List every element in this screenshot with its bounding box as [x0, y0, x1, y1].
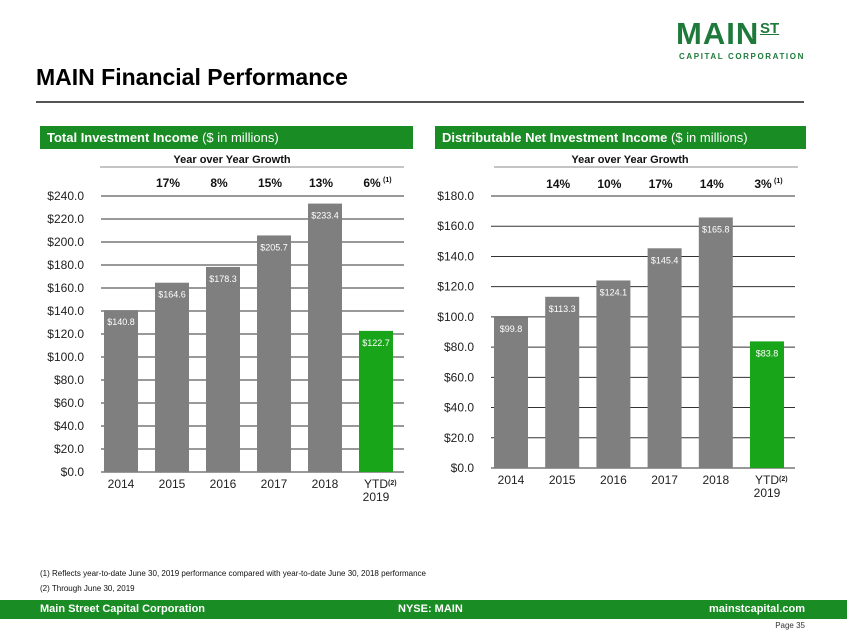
dnii-ytick-label: $140.0	[437, 249, 474, 263]
dnii-ytick-label: $40.0	[444, 401, 474, 415]
dnii-ytick-label: $0.0	[451, 461, 475, 475]
tii-data-label: $122.7	[362, 338, 390, 348]
tii-ytick-label: $140.0	[47, 304, 84, 318]
dnii-bar	[698, 217, 733, 468]
tii-xtick-label: 2018	[312, 477, 339, 491]
tii-yoy-title: Year over Year Growth	[173, 154, 290, 166]
dnii-growth-label: 17%	[649, 177, 673, 191]
dnii-yoy-title: Year over Year Growth	[571, 154, 688, 166]
page-number: Page 35	[775, 621, 805, 630]
tii-growth-footnote: (1)	[383, 177, 392, 184]
dnii-bar	[494, 317, 528, 468]
tii-data-label: $140.8	[107, 317, 135, 327]
dnii-xtick-footnote: (2)	[779, 476, 788, 483]
dnii-xtick-label: 2019	[754, 486, 781, 500]
right-panel-title-bold: Distributable Net Investment Income	[442, 130, 668, 145]
tii-ytick-label: $180.0	[47, 258, 84, 272]
tii-ytick-label: $100.0	[47, 350, 84, 364]
tii-bar	[104, 310, 138, 472]
right-panel-banner: Distributable Net Investment Income ($ i…	[435, 126, 806, 149]
dnii-ytick-label: $20.0	[444, 431, 474, 445]
dnii-data-label: $113.3	[549, 304, 576, 314]
tii-growth-label: 13%	[309, 176, 333, 190]
dnii-growth-label: 10%	[597, 177, 621, 191]
dnii-ytick-label: $160.0	[437, 219, 474, 233]
dnii-data-label: $124.1	[600, 287, 628, 297]
page-title: MAIN Financial Performance	[36, 64, 348, 90]
tii-xtick-footnote: (2)	[388, 480, 397, 487]
tii-bar	[206, 266, 240, 472]
charts-canvas: Year over Year Growth $0.0 $20.0 $40.0 $60.0…	[47, 154, 798, 504]
dnii-growth-label: 14%	[546, 177, 570, 191]
tii-xtick-label: 2017	[261, 477, 288, 491]
dnii-ytick-label: $60.0	[444, 370, 474, 384]
dnii-bar	[750, 341, 784, 468]
tii-xtick-label: YTD	[364, 477, 388, 491]
tii-data-label: $178.3	[209, 274, 237, 284]
tii-ytick-label: $40.0	[54, 419, 84, 433]
tii-xtick-label: 2014	[108, 477, 135, 491]
left-panel-title-rest: ($ in millions)	[198, 130, 279, 145]
footer-company: Main Street Capital Corporation	[40, 603, 206, 615]
dnii-ytick-label: $80.0	[444, 340, 474, 354]
tii-bar	[308, 203, 342, 472]
tii-ytick-label: $200.0	[47, 235, 84, 249]
dnii-xtick-label: 2015	[549, 473, 576, 487]
dnii-xtick-label: 2017	[651, 473, 678, 487]
tii-growth-label: 8%	[210, 176, 228, 190]
dnii-data-label: $165.8	[702, 224, 730, 234]
footer-website[interactable]: mainstcapital.com	[709, 603, 805, 615]
left-panel-title-bold: Total Investment Income	[47, 130, 199, 145]
logo-subtitle: CAPITAL CORPORATION	[679, 52, 805, 61]
tii-ytick-label: $240.0	[47, 189, 84, 203]
right-panel-title-rest: ($ in millions)	[667, 130, 748, 145]
tii-ytick-label: $60.0	[54, 396, 84, 410]
logo-st: ST	[760, 20, 780, 37]
dnii-data-label: $99.8	[500, 324, 523, 334]
dnii-xtick-label: 2016	[600, 473, 627, 487]
tii-bar	[257, 235, 291, 472]
footer-bar	[0, 600, 847, 619]
dnii-data-label: $145.4	[651, 255, 679, 265]
logo-main: MAIN	[676, 16, 760, 51]
tii-ytick-label: $20.0	[54, 442, 84, 456]
tii-data-label: $233.4	[311, 211, 339, 221]
tii-ytick-label: $160.0	[47, 281, 84, 295]
tii-xtick-label: 2016	[210, 477, 237, 491]
dnii-bar	[647, 248, 682, 468]
dnii-xtick-label: YTD	[755, 473, 779, 487]
tii-bar	[155, 282, 189, 472]
dnii-growth-footnote: (1)	[774, 178, 783, 185]
tii-growth-label: 17%	[156, 176, 180, 190]
tii-data-label: $164.6	[158, 290, 186, 300]
dnii-ytick-label: $120.0	[437, 280, 474, 294]
dnii-growth-label: 3%	[754, 177, 772, 191]
dnii-bar	[545, 296, 580, 468]
tii-ytick-label: $120.0	[47, 327, 84, 341]
footnote-1: (1) Reflects year-to-date June 30, 2019 …	[40, 569, 426, 578]
tii-ytick-label: $80.0	[54, 373, 84, 387]
dnii-data-label: $83.8	[756, 348, 779, 358]
footnote-2: (2) Through June 30, 2019	[40, 584, 135, 593]
footer-ticker: NYSE: MAIN	[398, 603, 463, 615]
tii-xtick-label: 2015	[159, 477, 186, 491]
tii-growth-label: 15%	[258, 176, 282, 190]
tii-bar	[359, 330, 393, 472]
tii-data-label: $205.7	[260, 242, 288, 252]
dnii-growth-label: 14%	[700, 177, 724, 191]
title-divider	[36, 101, 804, 103]
tii-ytick-label: $0.0	[61, 465, 85, 479]
tii-growth-label: 6%	[363, 176, 381, 190]
dnii-xtick-label: 2014	[498, 473, 525, 487]
dnii-xtick-label: 2018	[702, 473, 729, 487]
dnii-ytick-label: $180.0	[437, 189, 474, 203]
tii-ytick-label: $220.0	[47, 212, 84, 226]
dnii-ytick-label: $100.0	[437, 310, 474, 324]
dnii-bar	[596, 280, 631, 468]
left-panel-banner: Total Investment Income ($ in millions)	[40, 126, 413, 149]
tii-xtick-label: 2019	[363, 490, 390, 504]
